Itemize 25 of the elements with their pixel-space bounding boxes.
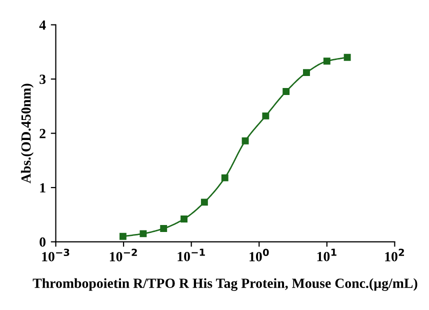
point [221,174,228,182]
point [282,88,290,95]
x-tick-label: 10$^{2}$ [385,248,404,262]
y-tick-label: 2 [40,128,46,138]
point [119,232,126,240]
x-tick-label: 10$^{0}$ [250,248,269,262]
point [140,230,147,238]
x-tick-label: 10$^{−1}$ [178,248,205,262]
point [262,112,270,120]
point [180,216,188,222]
point [323,58,330,65]
point [344,54,351,61]
point [200,198,208,206]
y-tick-label: 3 [40,74,46,84]
y-tick-label: 0 [40,237,46,247]
point [303,69,310,76]
point [160,225,168,232]
y-axis-title: Abs.(OD.450nm) [20,84,34,184]
point [242,137,249,144]
y-tick-label: 4 [39,20,46,30]
x-tick-label: 10$^{−3}$ [42,248,70,262]
y-tick-label: 1 [40,183,46,192]
x-tick-label: 10$^{−2}$ [110,248,137,262]
x-axis-title: Thrombopoietin R/TPO R His Tag Protein, Mouse Conc.(µg/mL) [32,278,418,291]
x-tick-label: 10$^{1}$ [317,248,336,262]
